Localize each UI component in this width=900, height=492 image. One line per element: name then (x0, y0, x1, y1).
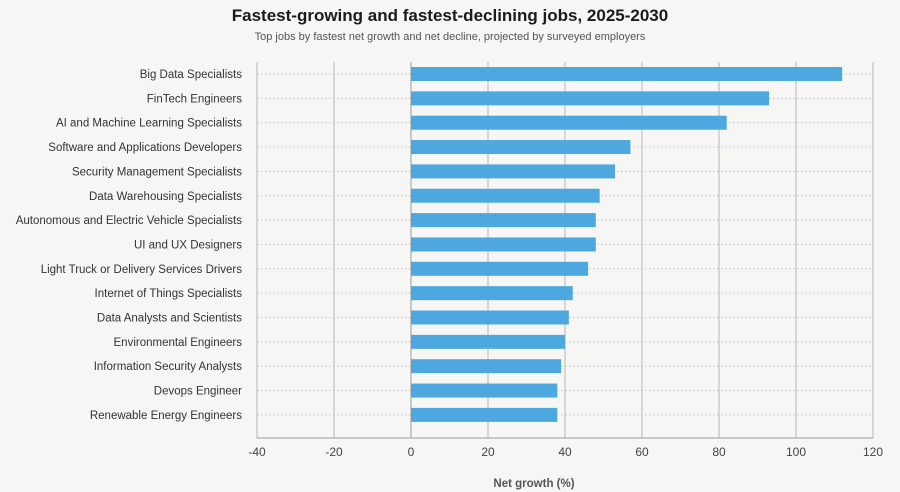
category-label: Light Truck or Delivery Services Drivers (41, 264, 243, 276)
x-tick-label: -20 (325, 445, 343, 459)
bar (411, 213, 596, 228)
bar (411, 310, 569, 325)
x-tick-label: 40 (558, 445, 572, 459)
category-label: Renewable Energy Engineers (90, 410, 242, 422)
x-tick-label: 0 (408, 445, 415, 459)
category-label: Autonomous and Electric Vehicle Speciali… (16, 215, 243, 227)
category-label: Software and Applications Developers (48, 142, 242, 154)
chart-subtitle: Top jobs by fastest net growth and net d… (254, 31, 646, 43)
bar (411, 286, 573, 301)
x-tick-label: 60 (635, 445, 649, 459)
bar (411, 383, 558, 398)
category-label: Security Management Specialists (72, 166, 242, 178)
category-label: Information Security Analysts (94, 361, 243, 373)
bar (411, 67, 843, 81)
x-tick-label: -40 (248, 445, 266, 459)
category-label: Environmental Engineers (114, 337, 243, 349)
x-tick-label: 120 (863, 445, 883, 459)
category-label: Data Analysts and Scientists (97, 313, 242, 325)
x-tick-label: 20 (481, 445, 495, 459)
bar (411, 115, 727, 130)
x-tick-label: 100 (786, 445, 806, 459)
bar (411, 261, 589, 276)
bar (411, 188, 600, 203)
bar (411, 91, 770, 106)
bar (411, 359, 562, 374)
bar (411, 164, 616, 179)
category-label: Internet of Things Specialists (95, 288, 243, 300)
bar (411, 334, 565, 349)
bar (411, 407, 558, 422)
category-label: Devops Engineer (154, 386, 242, 398)
bar (411, 237, 596, 252)
x-axis-title: Net growth (%) (493, 478, 574, 490)
chart-title: Fastest-growing and fastest-declining jo… (231, 6, 669, 25)
x-tick-label: 80 (712, 445, 726, 459)
x-axis-ticks: -40 -20 0 20 40 60 80 100 120 (248, 445, 883, 459)
bars (411, 67, 843, 422)
category-label: AI and Machine Learning Specialists (56, 118, 242, 130)
bar (411, 140, 631, 155)
category-label: Data Warehousing Specialists (89, 191, 242, 203)
category-label: FinTech Engineers (147, 93, 242, 105)
category-labels: Big Data Specialists FinTech Engineers AI … (16, 69, 243, 422)
category-label: UI and UX Designers (134, 239, 242, 251)
category-label: Big Data Specialists (140, 69, 243, 81)
